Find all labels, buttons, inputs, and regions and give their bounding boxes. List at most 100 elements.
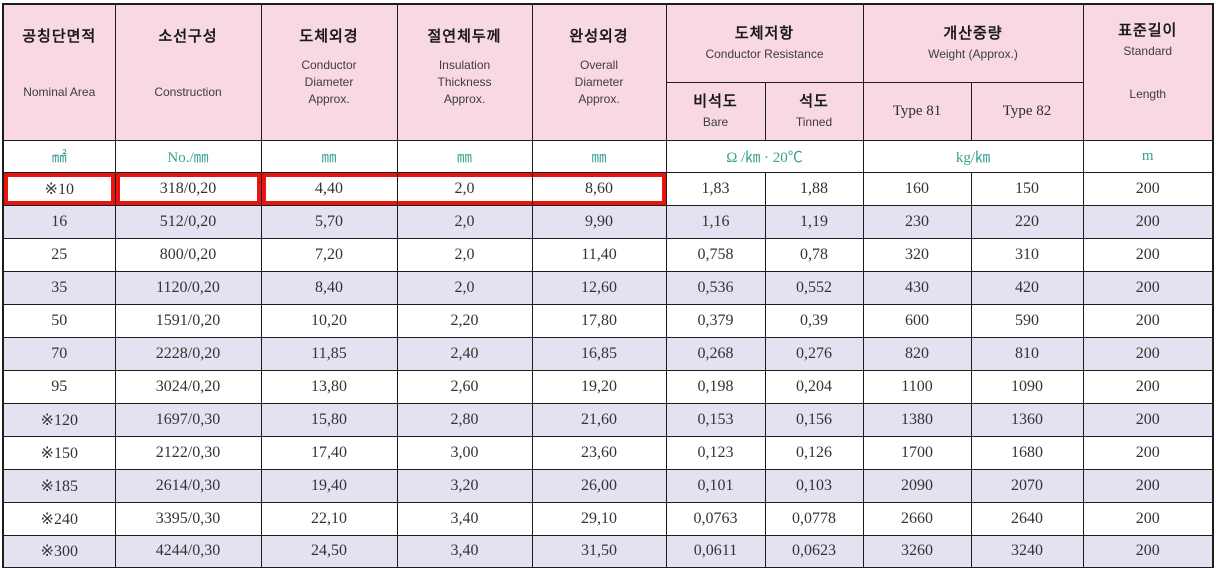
table-cell: 3,20 (396, 468, 533, 503)
table-cell: 26,00 (531, 468, 667, 503)
table-cell: 23,60 (531, 435, 667, 470)
header-conductor-diameter-ko: 도체외경 (299, 28, 359, 45)
table-row: 95 3024/0,20 13,80 2,60 19,20 0,198 0,204 1100 1… (2, 369, 1214, 404)
table-cell: 420 (970, 270, 1084, 305)
table-cell: 1360 (970, 402, 1084, 437)
table-cell: 2,80 (396, 402, 533, 437)
table-cell: 25 (2, 237, 116, 272)
table-cell: 0,78 (764, 237, 864, 272)
table-cell: ※185 (2, 468, 116, 503)
table-cell: 7,20 (260, 237, 398, 272)
table-cell: 512/0,20 (114, 204, 262, 239)
table-cell: 200 (1082, 204, 1214, 239)
header-standard-en: Standard (1123, 44, 1173, 58)
table-cell: 0,536 (665, 270, 766, 305)
table-cell: 200 (1082, 402, 1214, 437)
table-cell: 0,156 (764, 402, 864, 437)
header-conductor-resistance-group: 도체저항 Conductor Resistance (665, 3, 864, 83)
units-row: ㎟ No./㎜ ㎜ ㎜ ㎜ Ω /㎞ · 20℃ kg/㎞ m (2, 139, 1214, 173)
header-weight-group: 개산중량 Weight (Approx.) (862, 3, 1084, 83)
table-cell: 9,90 (531, 204, 667, 239)
table-cell: 21,60 (531, 402, 667, 437)
table-cell: 200 (1082, 270, 1214, 305)
table-cell: 2228/0,20 (114, 336, 262, 371)
table-cell: 150 (970, 171, 1084, 206)
table-cell: 22,10 (260, 501, 398, 536)
table-cell: 220 (970, 204, 1084, 239)
table-cell: 1120/0,20 (114, 270, 262, 305)
header-nominal-area: 공칭단면적 Nominal Area (2, 3, 116, 141)
table-cell: ※240 (2, 501, 116, 536)
table-cell: 160 (862, 171, 972, 206)
table-cell: 2,0 (396, 237, 533, 272)
table-cell: 2070 (970, 468, 1084, 503)
header-weight-en: Weight (Approx.) (928, 46, 1018, 61)
header-standard-length: 표준길이 Standard Length (1082, 3, 1214, 141)
table-row: 70 2228/0,20 11,85 2,40 16,85 0,268 0,276 820 81… (2, 336, 1214, 371)
header-resistance-ko: 도체저항 (734, 24, 795, 42)
table-cell: 11,40 (531, 237, 667, 272)
table-cell: 2,40 (396, 336, 533, 371)
table-cell: 12,60 (531, 270, 667, 305)
table-cell: 0,103 (764, 468, 864, 503)
table-cell: 0,204 (764, 369, 864, 404)
table-cell: 2,0 (396, 270, 533, 305)
table-cell: 17,80 (531, 303, 667, 338)
header-weight-ko: 개산중량 (943, 24, 1003, 42)
table-cell: 35 (2, 270, 116, 305)
table-cell: 2614/0,30 (114, 468, 262, 503)
table-cell: 200 (1082, 534, 1214, 568)
header-resistance-en: Conductor Resistance (705, 46, 824, 61)
table-cell: 1090 (970, 369, 1084, 404)
table-cell: 310 (970, 237, 1084, 272)
table-row: ※150 2122/0,30 17,40 3,00 23,60 0,123 0,126 170… (2, 435, 1214, 470)
header-length-label: Length (1129, 87, 1167, 101)
table-header: 공칭단면적 Nominal Area 소선구성 Construction 도체외… (2, 3, 1214, 173)
table-cell: 3395/0,30 (114, 501, 262, 536)
table-cell: 2090 (862, 468, 972, 503)
subheader-type-81: Type 81 (862, 81, 972, 141)
table-cell: 0,101 (665, 468, 766, 503)
table-cell: 3260 (862, 534, 972, 568)
table-cell: 3,40 (396, 501, 533, 536)
table-row: 16 512/0,20 5,70 2,0 9,90 1,16 1,19 230 220 200 (2, 204, 1214, 239)
table-cell: 1697/0,30 (114, 402, 262, 437)
table-cell: 2660 (862, 501, 972, 536)
table-cell: 16,85 (531, 336, 667, 371)
highlighted-table-cell: 2,0 (396, 171, 533, 206)
table-cell: 29,10 (531, 501, 667, 536)
table-cell: 2,0 (396, 204, 533, 239)
table-cell: 200 (1082, 237, 1214, 272)
table-cell: 19,40 (260, 468, 398, 503)
subheader-tinned: 석도 Tinned (764, 81, 864, 141)
table-cell: 600 (862, 303, 972, 338)
highlighted-table-cell: ※10 (2, 171, 116, 206)
unit-length: m (1082, 139, 1214, 173)
table-cell: 19,20 (531, 369, 667, 404)
table-cell: 0,126 (764, 435, 864, 470)
table-cell: 0,153 (665, 402, 766, 437)
table-cell: 200 (1082, 435, 1214, 470)
highlighted-table-cell: 8,60 (531, 171, 667, 206)
table-cell: 1,16 (665, 204, 766, 239)
table-row: 50 1591/0,20 10,20 2,20 17,80 0,379 0,39 600 590… (2, 303, 1214, 338)
table-cell: 1100 (862, 369, 972, 404)
table-row: 35 1120/0,20 8,40 2,0 12,60 0,536 0,552 430 420 2… (2, 270, 1214, 305)
table-cell: 0,276 (764, 336, 864, 371)
table-cell: 200 (1082, 303, 1214, 338)
table-cell: 0,0623 (764, 534, 864, 568)
table-cell: 0,0763 (665, 501, 766, 536)
table-cell: 430 (862, 270, 972, 305)
table-cell: 2640 (970, 501, 1084, 536)
subheader-type-82: Type 82 (970, 81, 1084, 141)
table-cell: 24,50 (260, 534, 398, 568)
table-cell: 1,88 (764, 171, 864, 206)
table-cell: 10,20 (260, 303, 398, 338)
header-overall-diameter: 완성외경 Overall Diameter Approx. (531, 3, 667, 141)
table-cell: 0,552 (764, 270, 864, 305)
table-cell: 200 (1082, 336, 1214, 371)
table-cell: 0,0611 (665, 534, 766, 568)
unit-overall-mm: ㎜ (531, 139, 667, 173)
table-cell: 70 (2, 336, 116, 371)
highlighted-table-cell: 4,40 (260, 171, 398, 206)
